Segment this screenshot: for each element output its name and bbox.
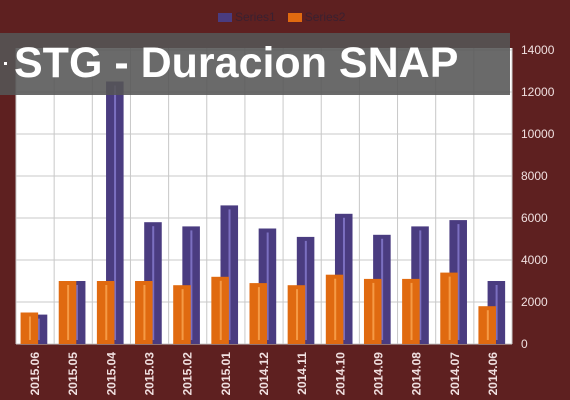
- x-tick-label: 2014.12: [257, 352, 271, 396]
- bar-series1-highlight: [37, 318, 40, 340]
- x-tick-label: 2014.11: [295, 352, 309, 395]
- chart-legend: Series1 Series2: [218, 10, 345, 24]
- bar-series1-highlight: [495, 285, 498, 340]
- bar-series1-highlight: [342, 217, 345, 340]
- bar-series1-highlight: [152, 226, 155, 340]
- y-tick-label: 6000: [521, 211, 548, 225]
- x-tick-label: 2014.09: [371, 352, 385, 396]
- x-tick-label: 2015.01: [219, 352, 233, 396]
- bar-series1-highlight: [419, 230, 422, 340]
- y-tick-label: 10000: [521, 127, 555, 141]
- x-axis-ticks: 2015.06 2015.05 2015.04 2015.03 2015.02 2015.…: [28, 352, 500, 396]
- bar-series2-highlight: [486, 310, 489, 340]
- bar-series2-highlight: [257, 287, 260, 340]
- chart-title: STG - Duracion SNAP: [14, 39, 459, 87]
- bar-series1-highlight: [228, 209, 231, 340]
- x-tick-label: 2015.05: [66, 352, 80, 396]
- title-banner: [0, 33, 510, 95]
- y-axis-ticks: 0 2000 4000 6000 8000 10000 12000 14000: [521, 43, 555, 351]
- bar-series1-highlight: [457, 224, 460, 340]
- bar-series2-highlight: [334, 278, 337, 340]
- y-tick-label: 8000: [521, 169, 548, 183]
- y-tick-label: 4000: [521, 253, 548, 267]
- x-tick-label: 2015.02: [181, 352, 195, 396]
- bar-series2-highlight: [28, 316, 31, 340]
- x-tick-label: 2014.08: [410, 352, 424, 396]
- legend-swatch-series2: [287, 12, 302, 22]
- bar-series1-highlight: [304, 240, 307, 340]
- bar-series2-highlight: [410, 282, 413, 340]
- bar-series1-highlight: [266, 232, 269, 340]
- bar-series2-highlight: [181, 289, 184, 340]
- bar-series1-highlight: [381, 238, 384, 340]
- x-tick-label: 2014.10: [333, 352, 347, 396]
- y-tick-label: 0: [521, 337, 528, 351]
- bar-series2-highlight: [296, 289, 299, 340]
- x-tick-label: 2015.04: [104, 352, 118, 396]
- legend-item-series1: Series1: [218, 10, 276, 24]
- bar-series2-highlight: [448, 276, 451, 340]
- bar-series1-highlight: [114, 85, 117, 340]
- bar-series1-highlight: [75, 285, 78, 340]
- x-tick-label: 2015.03: [143, 352, 157, 396]
- legend-label-series1: Series1: [235, 10, 276, 24]
- legend-swatch-series1: [218, 12, 232, 22]
- bar-series2-highlight: [372, 282, 375, 340]
- y-tick-label: 14000: [521, 43, 555, 57]
- bar-series2-highlight: [143, 285, 146, 340]
- y-tick-label: 2000: [521, 295, 548, 309]
- x-tick-label: 2014.07: [448, 352, 462, 396]
- legend-label-series2: Series2: [304, 10, 346, 24]
- bars: [20, 81, 506, 344]
- title-dot: [4, 62, 7, 65]
- y-tick-label: 12000: [521, 85, 555, 99]
- bar-series2-highlight: [105, 285, 108, 340]
- x-tick-label: 2015.06: [28, 352, 42, 396]
- legend-item-series2: Series2: [287, 10, 346, 24]
- bar-series1-highlight: [190, 230, 193, 340]
- bar-series2-highlight: [219, 280, 222, 340]
- x-tick-label: 2014.06: [486, 352, 500, 396]
- bar-series2-highlight: [67, 285, 70, 340]
